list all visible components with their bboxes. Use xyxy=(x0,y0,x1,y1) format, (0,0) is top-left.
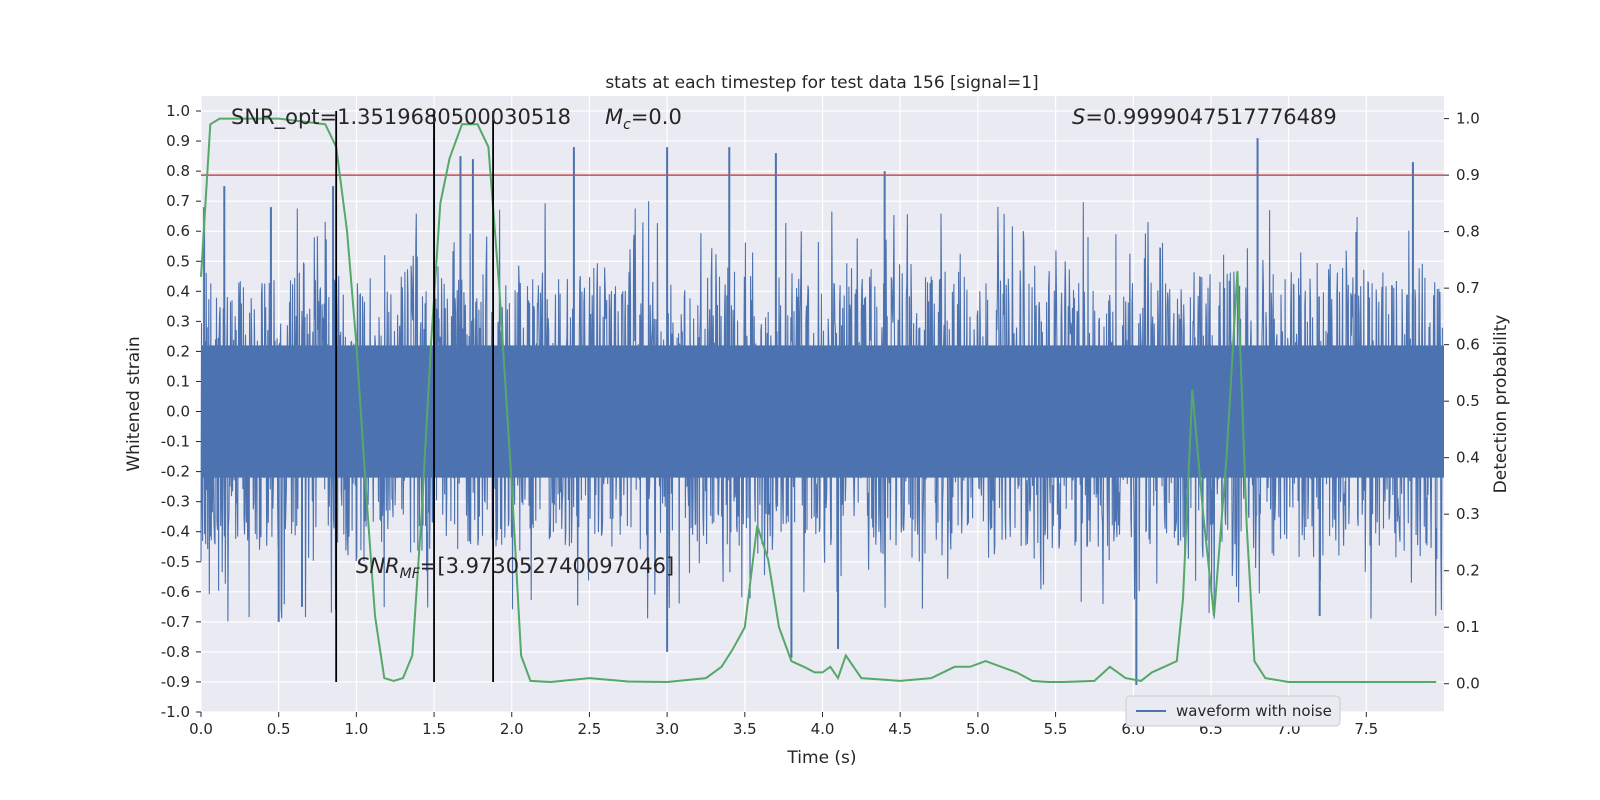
left-tick-label: 0.4 xyxy=(166,282,190,300)
x-tick-label: 0.0 xyxy=(189,720,213,738)
right-tick-label: 0.2 xyxy=(1456,562,1480,580)
legend-box xyxy=(1125,695,1341,727)
left-tick-label: 0.3 xyxy=(166,312,190,330)
x-tick-label: 5.0 xyxy=(966,720,990,738)
right-tick-label: 0.6 xyxy=(1456,336,1480,354)
x-tick-label: 4.0 xyxy=(811,720,835,738)
x-tick-label: 1.0 xyxy=(344,720,368,738)
probability-series xyxy=(200,117,1437,684)
right-tick-label: 0.3 xyxy=(1456,505,1480,523)
legend-label: waveform with noise xyxy=(1176,702,1332,720)
chart-title: stats at each timestep for test data 156… xyxy=(605,73,1038,93)
left-tick-label: 0.7 xyxy=(166,192,190,210)
right-tick-label: 0.7 xyxy=(1456,279,1480,297)
right-tick-label: 0.9 xyxy=(1456,166,1480,184)
x-tick-label: 7.5 xyxy=(1354,720,1378,738)
left-tick-label: 0.1 xyxy=(166,372,190,390)
x-axis-ticks: 0.0 0.5 1.0 1.5 2.0 2.5 3.0 3.5 4.0 4.5 5.0 5.5 6.0 6… xyxy=(189,712,1378,738)
x-axis-label: Time (s) xyxy=(786,748,856,768)
left-tick-label: 0.5 xyxy=(166,252,190,270)
x-tick-label: 0.5 xyxy=(267,720,291,738)
left-tick-label: -0.8 xyxy=(161,643,190,661)
x-tick-label: 4.5 xyxy=(888,720,912,738)
snr-opt-annotation: SNR_opt=1.3519680500030518 xyxy=(231,105,571,130)
left-axis-label: Whitened strain xyxy=(124,336,144,471)
left-tick-label: 0.2 xyxy=(166,342,190,360)
legend: waveform with noise xyxy=(1125,695,1341,727)
right-tick-label: 0.8 xyxy=(1456,223,1480,241)
s-annotation: S=0.9999047517776489 xyxy=(1072,105,1337,129)
left-tick-label: -0.6 xyxy=(161,583,190,601)
x-tick-label: 5.5 xyxy=(1044,720,1068,738)
left-tick-label: -1.0 xyxy=(161,703,190,721)
right-axis-label: Detection probability xyxy=(1491,315,1511,494)
left-tick-label: -0.7 xyxy=(161,613,190,631)
left-tick-label: 1.0 xyxy=(166,102,190,120)
x-tick-label: 3.5 xyxy=(733,720,757,738)
left-tick-label: 0.0 xyxy=(166,403,190,421)
left-tick-label: 0.9 xyxy=(166,132,190,150)
right-axis-ticks: 1.0 0.9 0.8 0.7 0.6 0.5 0.4 0.3 0.2 0.1 0.0 xyxy=(1444,110,1480,693)
probability-line xyxy=(200,117,1437,684)
left-tick-label: -0.9 xyxy=(161,673,190,691)
left-tick-label: -0.4 xyxy=(161,523,190,541)
right-tick-label: 0.4 xyxy=(1456,449,1480,467)
left-tick-label: -0.3 xyxy=(161,493,190,511)
right-tick-label: 0.1 xyxy=(1456,618,1480,636)
snr-mf-annotation: SNRMF=[3.973052740097046] xyxy=(356,554,674,582)
left-axis-ticks: 1.0 0.9 0.8 0.7 0.6 0.5 0.4 0.3 0.2 0.1 0.0 -0.1 -0.… xyxy=(161,102,201,721)
left-tick-label: 0.6 xyxy=(166,222,190,240)
left-tick-label: -0.5 xyxy=(161,553,190,571)
x-tick-label: 3.0 xyxy=(655,720,679,738)
x-tick-label: 1.5 xyxy=(422,720,446,738)
right-tick-label: 1.0 xyxy=(1456,110,1480,128)
left-tick-label: -0.2 xyxy=(161,463,190,481)
waveform-core-band xyxy=(201,345,1444,478)
right-tick-label: 0.5 xyxy=(1456,392,1480,410)
left-tick-label: 0.8 xyxy=(166,162,190,180)
waveform-series xyxy=(200,111,1444,685)
x-tick-label: 2.0 xyxy=(500,720,524,738)
left-tick-label: -0.1 xyxy=(161,433,190,451)
mc-annotation: Mc=0.0 xyxy=(605,105,682,133)
vertical-markers xyxy=(335,111,495,682)
x-tick-label: 2.5 xyxy=(578,720,602,738)
right-tick-label: 0.0 xyxy=(1456,675,1480,693)
